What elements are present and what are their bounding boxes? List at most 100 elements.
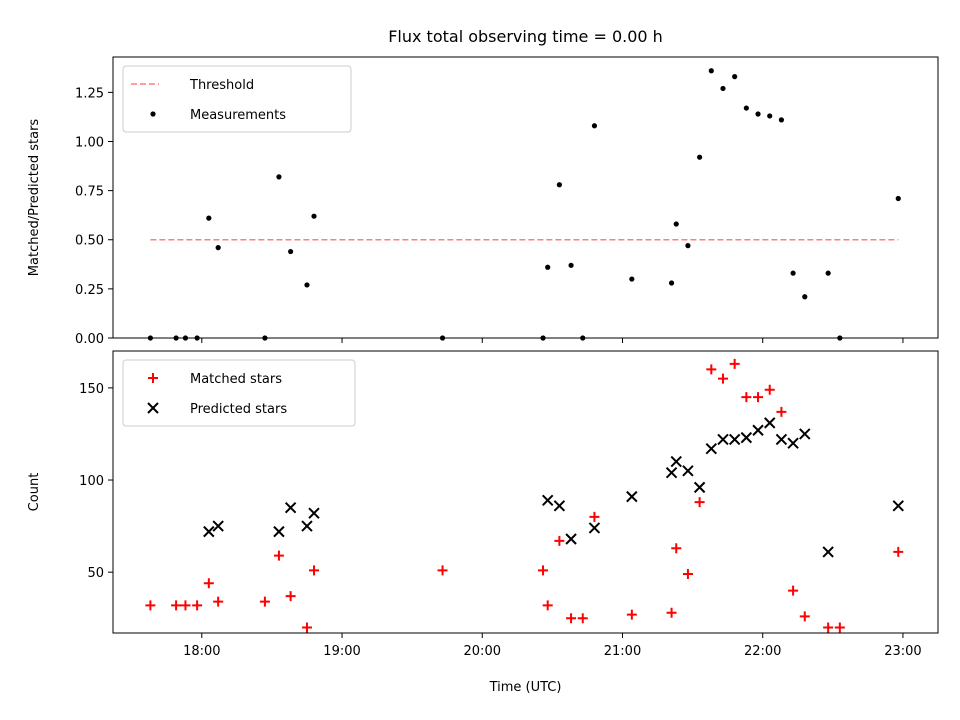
predicted-stars-point <box>775 433 788 446</box>
predicted-stars-point <box>308 507 320 519</box>
y-tick-label: 0.50 <box>75 234 104 249</box>
y-tick-label: 0.75 <box>75 185 104 200</box>
predicted-stars-point <box>705 442 718 455</box>
x-tick-label: 18:00 <box>183 644 220 659</box>
matched-stars-point <box>192 600 203 611</box>
predicted-stars-point <box>764 417 776 429</box>
matched-stars-point <box>285 591 296 602</box>
y-tick-label: 1.25 <box>75 86 104 101</box>
legend-label-threshold: Threshold <box>189 78 254 93</box>
matched-stars-point <box>753 392 764 403</box>
legend-label-measurements: Measurements <box>190 108 286 123</box>
measurements-point <box>262 335 268 341</box>
matched-stars-point <box>308 565 319 576</box>
measurements-point <box>147 335 153 341</box>
predicted-stars-point <box>203 525 215 538</box>
matched-stars-point <box>823 622 834 633</box>
measurements-point <box>673 221 679 227</box>
legend-swatch-predicted-stars <box>147 402 159 414</box>
measurements-point <box>556 182 562 188</box>
matched-stars-point <box>776 406 787 417</box>
matched-stars-point <box>799 611 810 622</box>
x-axis-label: Time (UTC) <box>489 680 562 695</box>
matched-stars-point <box>764 384 775 395</box>
measurements-point <box>311 213 317 219</box>
measurements-point <box>767 113 773 119</box>
matched-stars-point <box>542 600 553 611</box>
legend-swatch-matched-stars <box>148 373 158 383</box>
matched-stars-point <box>538 565 549 576</box>
matched-stars-point <box>437 565 448 576</box>
y-axis-label: Count <box>27 473 42 512</box>
measurements-point <box>668 280 675 286</box>
measurements-point <box>802 294 808 300</box>
legend-box <box>122 359 356 427</box>
matched-stars-point <box>626 609 637 620</box>
measurements-point <box>629 276 635 282</box>
measurements-point <box>540 335 546 341</box>
y-tick-label: 100 <box>79 474 104 489</box>
matched-stars-point <box>273 550 284 561</box>
plot-area <box>145 358 904 633</box>
matched-stars-point <box>717 373 728 384</box>
predicted-stars-point <box>787 437 799 449</box>
measurements-point <box>837 335 843 341</box>
measurements-point <box>288 248 294 255</box>
matched-stars-point <box>171 600 182 611</box>
x-tick-label: 19:00 <box>323 644 360 659</box>
predicted-stars-point <box>740 431 753 444</box>
axes-frame <box>112 350 939 634</box>
legend-label-predicted-stars: Predicted stars <box>190 402 287 417</box>
x-tick-label: 20:00 <box>464 644 501 659</box>
predicted-stars-point <box>682 465 694 477</box>
predicted-stars-point <box>752 424 764 436</box>
matched-stars-point <box>666 607 677 618</box>
count-panel: 18:00 19:00 20:00 21:00 22:00 23:00 50 100 150 Co… <box>27 350 939 695</box>
matched-stars-point <box>741 392 752 403</box>
matched-stars-point <box>566 613 577 624</box>
matched-stars-point <box>729 358 740 369</box>
measurements-point <box>743 105 749 111</box>
matched-stars-point <box>577 613 588 624</box>
predicted-stars-point <box>717 433 729 446</box>
predicted-stars-point <box>273 525 285 538</box>
measurements-point <box>206 215 212 221</box>
measurements-point <box>173 335 179 341</box>
measurements-point <box>580 335 586 341</box>
legend-label-matched-stars: Matched stars <box>190 372 282 387</box>
matched-stars-point <box>589 511 600 522</box>
predicted-stars-point <box>541 494 554 507</box>
matched-stars-point <box>259 596 270 607</box>
matched-stars-point <box>671 543 682 554</box>
ratio-panel: 0.00 0.25 0.50 0.75 1.00 1.25 Flux total obser… <box>27 27 939 347</box>
predicted-stars-point <box>626 490 638 503</box>
measurements-point <box>825 270 831 276</box>
measurements-point <box>790 270 796 276</box>
predicted-stars-point <box>588 522 601 534</box>
measurements-point <box>697 154 703 160</box>
measurements-point <box>276 174 282 180</box>
measurements-point <box>182 335 189 341</box>
measurements-point <box>545 264 551 270</box>
matched-stars-point <box>834 622 845 633</box>
measurements-point <box>439 335 446 341</box>
measurements-point <box>304 282 310 288</box>
predicted-stars-point <box>565 533 577 545</box>
plot-area <box>147 68 901 341</box>
measurements-point <box>895 195 901 202</box>
measurements-point <box>708 68 714 74</box>
measurements-point <box>591 123 598 129</box>
y-tick-label: 1.00 <box>75 135 104 150</box>
measurements-point <box>568 262 574 268</box>
predicted-stars-point <box>693 481 706 494</box>
predicted-stars-point <box>728 433 741 446</box>
measurements-point <box>778 117 785 123</box>
legend-box <box>122 65 352 133</box>
matched-stars-point <box>180 600 191 611</box>
predicted-stars-point <box>284 501 297 514</box>
predicted-stars-point <box>212 520 224 532</box>
y-tick-label: 0.25 <box>75 283 104 298</box>
predicted-stars-point <box>892 500 904 512</box>
y-axis-label: Matched/Predicted stars <box>27 119 42 277</box>
